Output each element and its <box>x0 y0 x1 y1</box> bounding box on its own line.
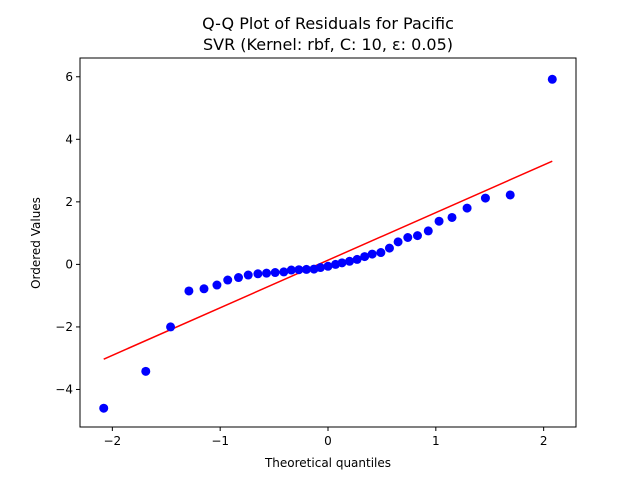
data-point <box>323 261 333 271</box>
y-tick-label: −2 <box>55 320 73 334</box>
y-tick-label: −4 <box>55 382 73 396</box>
data-point <box>286 265 296 275</box>
x-axis-label: Theoretical quantiles <box>264 456 391 470</box>
data-point <box>505 190 515 200</box>
data-point <box>199 284 209 294</box>
data-point <box>262 268 272 278</box>
data-point <box>223 275 233 285</box>
data-point <box>384 243 394 253</box>
data-point <box>480 193 490 203</box>
data-point <box>462 203 472 213</box>
data-point <box>184 286 194 296</box>
data-point <box>270 268 280 278</box>
data-point <box>166 322 176 332</box>
x-tick-label: −1 <box>211 434 229 448</box>
y-tick-label: 4 <box>65 132 73 146</box>
y-tick-label: 0 <box>65 257 73 271</box>
data-point <box>301 264 311 274</box>
data-point <box>547 74 557 84</box>
plot-area: −2 −1 0 1 2 −4 −2 0 2 4 6 <box>55 57 577 448</box>
data-point <box>423 226 433 236</box>
data-point <box>360 252 370 262</box>
data-point <box>412 231 422 241</box>
x-tick-label: −2 <box>103 434 121 448</box>
data-point <box>212 280 222 290</box>
data-point <box>234 273 244 283</box>
data-point <box>141 366 151 376</box>
data-point <box>393 237 403 247</box>
data-point <box>434 216 444 226</box>
data-point <box>294 265 304 275</box>
axes-frame <box>79 57 577 428</box>
data-point <box>367 249 377 259</box>
data-point <box>279 267 289 277</box>
data-point <box>315 263 325 273</box>
x-tick-label: 0 <box>324 434 332 448</box>
data-point <box>99 403 109 413</box>
data-point <box>337 258 347 268</box>
data-point <box>376 248 386 258</box>
fit-line <box>103 160 553 360</box>
x-tick-label: 2 <box>540 434 548 448</box>
x-tick-label: 1 <box>432 434 440 448</box>
y-axis-label: Ordered Values <box>29 197 43 289</box>
data-point <box>253 269 263 279</box>
data-point <box>447 212 457 222</box>
data-point <box>243 270 253 280</box>
chart-title-line2: SVR (Kernel: rbf, C: 10, ε: 0.05) <box>203 35 453 54</box>
data-point <box>352 254 362 264</box>
data-point <box>345 256 355 266</box>
y-tick-label: 2 <box>65 195 73 209</box>
data-point <box>403 232 413 242</box>
chart-title-line1: Q-Q Plot of Residuals for Pacific <box>202 14 454 33</box>
y-tick-label: 6 <box>65 70 73 84</box>
